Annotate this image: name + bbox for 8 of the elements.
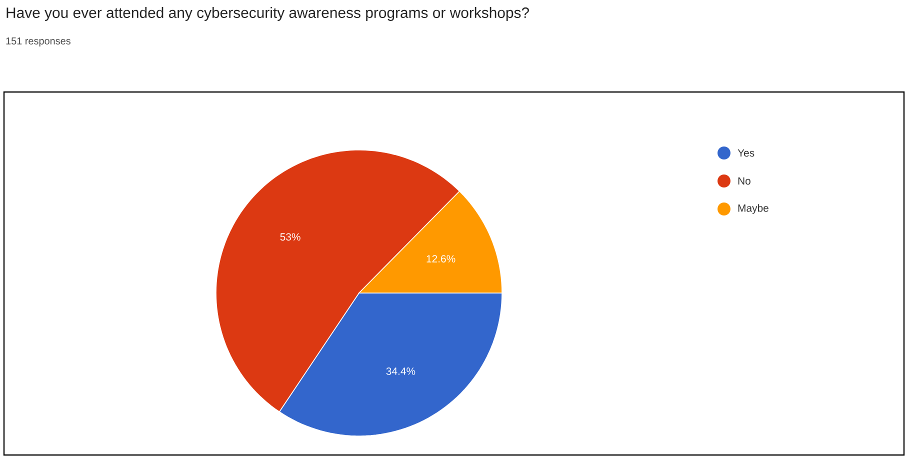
legend-label: Maybe [738, 204, 768, 214]
data-label: 34.4% [386, 367, 416, 375]
text: 151 responses [6, 38, 71, 46]
chart-title: Have you ever attended any cybersecurity awareness programs or workshops? [6, 7, 530, 21]
legend-label: Yes [738, 149, 754, 157]
data-label: 53% [280, 233, 300, 241]
data-label: 12.6% [426, 255, 456, 262]
legend-label: No [738, 177, 750, 185]
